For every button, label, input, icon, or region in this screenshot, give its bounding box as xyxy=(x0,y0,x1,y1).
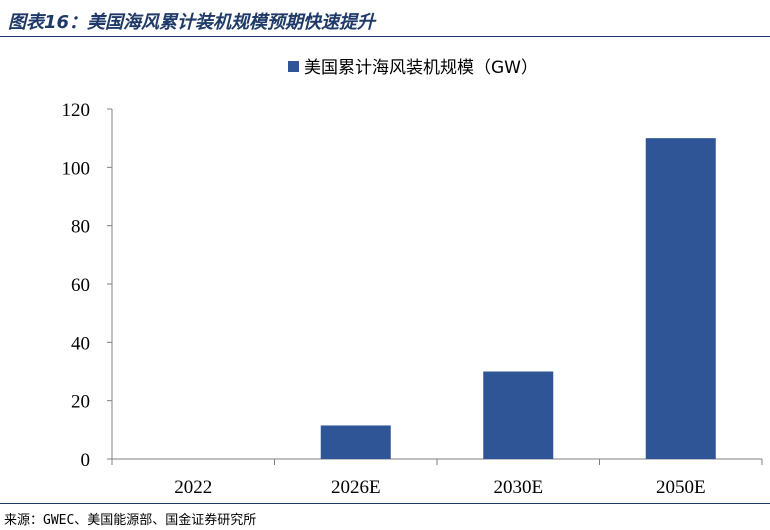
y-tick-label: 20 xyxy=(71,392,90,413)
x-tick-label: 2050E xyxy=(656,477,706,498)
bar xyxy=(645,138,716,459)
tick-labels: 0 20 40 60 80 100 120 2022 2026E 2030E 2050E xyxy=(62,100,706,498)
bars xyxy=(320,138,716,459)
y-tick-label: 60 xyxy=(71,275,90,296)
y-tick-label: 100 xyxy=(62,158,91,179)
title-rule xyxy=(0,36,770,37)
figure-title: 图表16：美国海风累计装机规模预期快速提升 xyxy=(8,12,376,33)
legend: 美国累计海风装机规模（GW） xyxy=(288,58,538,78)
x-tick-label: 2030E xyxy=(493,477,543,498)
legend-label: 美国累计海风装机规模（GW） xyxy=(304,58,538,78)
y-tick-label: 40 xyxy=(71,333,90,354)
legend-swatch xyxy=(288,61,299,72)
footer-rule xyxy=(0,503,770,504)
x-tick-label: 2026E xyxy=(331,477,381,498)
y-tick-label: 80 xyxy=(71,217,90,238)
bar-chart: 美国累计海风装机规模（GW） 0 20 40 60 80 100 120 2022 2026E 2… xyxy=(62,58,763,498)
y-tick-label: 0 xyxy=(81,450,91,471)
bar xyxy=(320,425,391,459)
bar xyxy=(483,371,554,459)
y-tick-label: 120 xyxy=(62,100,91,121)
source-note: 来源：GWEC、美国能源部、国金证券研究所 xyxy=(4,513,257,528)
x-tick-label: 2022 xyxy=(174,477,212,498)
